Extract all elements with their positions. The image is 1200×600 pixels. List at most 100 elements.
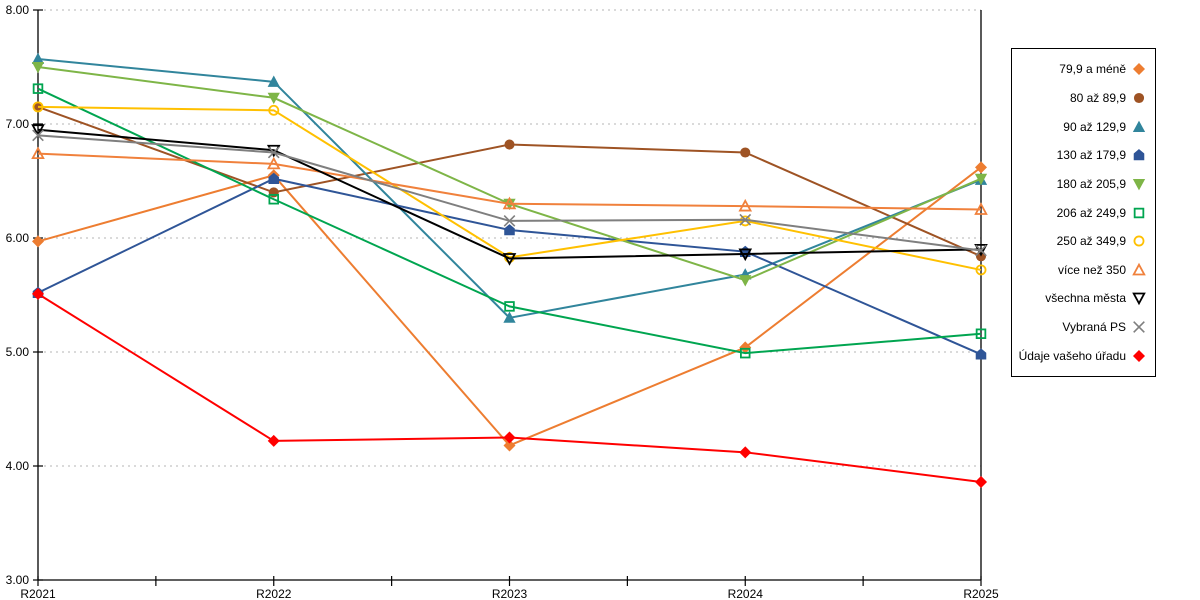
legend-marker-icon bbox=[1133, 235, 1145, 247]
series-line bbox=[37, 128, 982, 260]
square-marker bbox=[975, 328, 987, 340]
triangle-up-marker bbox=[1132, 120, 1146, 132]
legend-marker-icon bbox=[1132, 178, 1146, 191]
triangle-up-marker bbox=[974, 202, 988, 215]
circle-marker bbox=[1133, 235, 1145, 247]
triangle-up-marker bbox=[1132, 262, 1146, 276]
x-marker bbox=[32, 129, 44, 142]
series-10 bbox=[32, 129, 987, 257]
legend-item-label: Vybraná PS bbox=[1062, 320, 1126, 335]
square-marker bbox=[504, 301, 515, 312]
series-2 bbox=[32, 101, 987, 262]
legend-marker-icon bbox=[1132, 63, 1146, 76]
triangle-down-marker bbox=[502, 253, 517, 266]
diamond-marker bbox=[267, 434, 280, 447]
triangle-down-marker bbox=[267, 92, 280, 105]
legend-marker-icon bbox=[1132, 293, 1146, 306]
triangle-up-marker bbox=[738, 198, 753, 212]
diamond-marker bbox=[503, 431, 516, 444]
circle-marker bbox=[32, 101, 44, 113]
legend-item: více než 350 bbox=[1016, 255, 1147, 284]
legend-item-label: 250 až 349,9 bbox=[1056, 234, 1126, 249]
triangle-down-marker bbox=[1132, 293, 1146, 306]
triangle-down-marker bbox=[738, 248, 753, 262]
legend-item: 206 až 249,9 bbox=[1016, 198, 1147, 227]
legend-marker-icon bbox=[1133, 149, 1145, 161]
x-marker bbox=[267, 146, 280, 159]
legend-item-label: více než 350 bbox=[1057, 262, 1126, 277]
legend-item-label: 80 až 89,9 bbox=[1069, 90, 1126, 105]
legend-marker-icon bbox=[1133, 207, 1145, 218]
legend-item-label: 90 až 129,9 bbox=[1063, 119, 1126, 134]
series-line bbox=[37, 58, 982, 319]
y-axis-label: 8.00 bbox=[6, 3, 30, 17]
x-axis-label: R2021 bbox=[20, 587, 56, 600]
x-marker bbox=[739, 213, 752, 226]
pentagon-marker bbox=[975, 348, 987, 360]
circle-marker bbox=[1133, 92, 1145, 103]
circle-marker bbox=[740, 147, 751, 158]
triangle-up-marker bbox=[267, 75, 280, 87]
triangle-down-marker bbox=[1132, 178, 1146, 191]
pentagon-marker bbox=[268, 172, 280, 184]
legend-item-label: 180 až 205,9 bbox=[1056, 176, 1126, 191]
y-axis-label: 3.00 bbox=[6, 573, 30, 587]
triangle-down-marker bbox=[31, 61, 45, 74]
circle-marker bbox=[504, 139, 515, 150]
x-axis-label: R2025 bbox=[963, 587, 999, 600]
legend-item-label: 130 až 179,9 bbox=[1056, 148, 1126, 163]
legend-item-label: 206 až 249,9 bbox=[1056, 205, 1126, 220]
legend: 79,9 a méně 80 až 89,9 90 až 129,9 130 až 1… bbox=[1011, 48, 1156, 377]
pentagon-marker bbox=[504, 224, 515, 236]
circle-marker bbox=[975, 264, 987, 276]
legend-item: 130 až 179,9 bbox=[1016, 141, 1147, 170]
diamond-marker bbox=[1132, 63, 1146, 76]
square-marker bbox=[740, 347, 751, 359]
legend-item: 180 až 205,9 bbox=[1016, 170, 1147, 199]
diamond-marker bbox=[974, 475, 988, 488]
diamond-marker bbox=[739, 446, 752, 459]
y-axis-label: 5.00 bbox=[6, 345, 30, 359]
diamond-marker bbox=[31, 235, 45, 248]
x-axis-label: R2022 bbox=[256, 587, 292, 600]
x-marker bbox=[975, 244, 987, 257]
legend-item: všechna města bbox=[1016, 284, 1147, 313]
x-axis-label: R2024 bbox=[728, 587, 764, 600]
triangle-down-marker bbox=[739, 275, 752, 287]
series-line bbox=[37, 105, 982, 271]
triangle-up-marker bbox=[31, 146, 45, 160]
diamond-marker bbox=[31, 287, 45, 300]
legend-item: 250 až 349,9 bbox=[1016, 227, 1147, 256]
legend-marker-icon bbox=[1133, 92, 1145, 103]
series-11 bbox=[31, 287, 988, 488]
circle-marker bbox=[268, 104, 280, 116]
x-marker bbox=[503, 215, 516, 227]
square-marker bbox=[268, 193, 279, 205]
series-6 bbox=[32, 83, 987, 359]
legend-item-label: Údaje vašeho úřadu bbox=[1018, 348, 1126, 363]
x-marker bbox=[1133, 321, 1145, 333]
legend-item: 79,9 a méně bbox=[1016, 55, 1147, 84]
y-axis-label: 7.00 bbox=[6, 117, 30, 131]
legend-marker-icon bbox=[1132, 349, 1146, 362]
legend-item: Vybraná PS bbox=[1016, 313, 1147, 342]
legend-item-label: všechna města bbox=[1045, 291, 1126, 306]
legend-item-label: 79,9 a méně bbox=[1059, 62, 1126, 77]
diamond-marker bbox=[1132, 349, 1146, 362]
legend-item: 90 až 129,9 bbox=[1016, 112, 1147, 141]
series-line bbox=[37, 152, 982, 211]
legend-marker-icon bbox=[1133, 321, 1145, 333]
legend-marker-icon bbox=[1132, 262, 1146, 276]
series-3 bbox=[31, 52, 988, 323]
series-line bbox=[37, 66, 982, 282]
triangle-down-marker bbox=[31, 124, 45, 137]
legend-item: Údaje vašeho úřadu bbox=[1016, 341, 1147, 370]
legend-marker-icon bbox=[1132, 120, 1146, 132]
series-line bbox=[37, 87, 982, 355]
x-axis-label: R2023 bbox=[492, 587, 528, 600]
triangle-down-marker bbox=[974, 173, 988, 186]
series-8 bbox=[31, 146, 988, 215]
square-marker bbox=[32, 83, 44, 94]
